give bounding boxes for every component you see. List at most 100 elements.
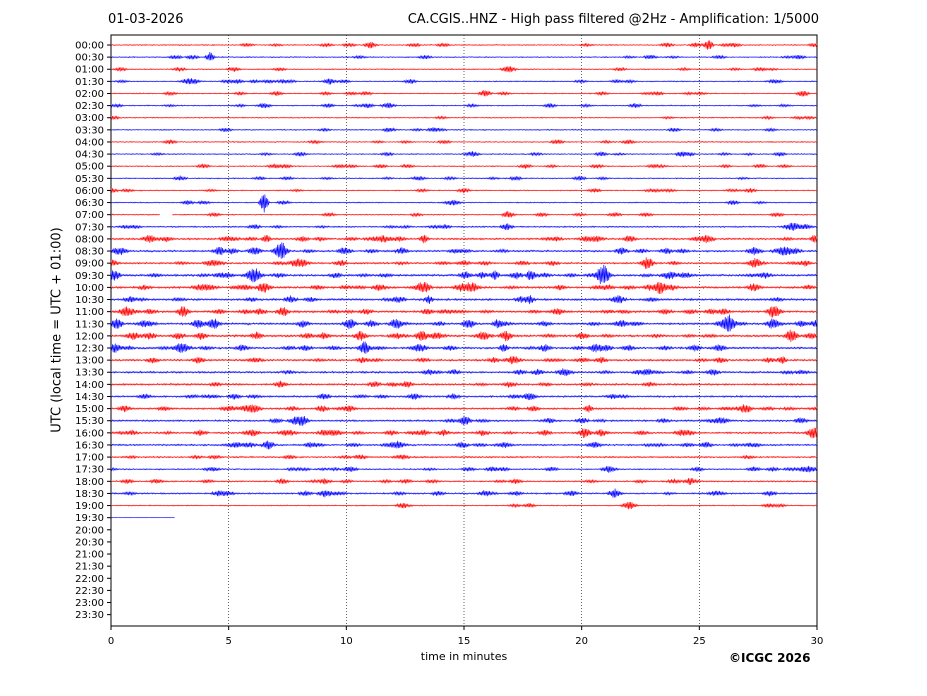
trace-1400 (110, 380, 818, 388)
trace-1500 (110, 404, 818, 413)
x-tick-label: 5 (225, 636, 231, 647)
trace-1800 (110, 477, 818, 485)
y-tick-label: 21:30 (75, 562, 104, 573)
x-axis-label: time in minutes (420, 650, 508, 663)
copyright-label: ©ICGC 2026 (729, 651, 811, 665)
y-tick-label: 15:30 (75, 416, 104, 427)
y-tick-label: 10:00 (75, 283, 104, 294)
trace-1300 (110, 356, 818, 365)
trace-1230 (110, 341, 818, 354)
y-tick-label: 06:00 (75, 186, 104, 197)
trace-1530 (110, 415, 818, 426)
trace-1700 (110, 454, 818, 460)
y-tick-label: 20:00 (75, 525, 104, 536)
y-tick-label: 01:00 (75, 65, 104, 76)
y-tick-label: 18:30 (75, 489, 104, 500)
y-tick-label: 12:30 (75, 344, 104, 355)
date-label: 01-03-2026 (108, 12, 184, 27)
y-tick-label: 08:00 (75, 234, 104, 245)
trace-1830 (110, 488, 818, 498)
trace-0530 (110, 175, 818, 182)
trace-0830 (110, 242, 818, 259)
x-tick-label: 25 (693, 636, 706, 647)
y-tick-label: 06:30 (75, 198, 104, 209)
trace-1630 (110, 440, 818, 450)
x-tick-label: 15 (458, 636, 471, 647)
x-tick-label: 30 (811, 636, 824, 647)
trace-0930 (110, 264, 818, 285)
trace-1430 (110, 393, 818, 401)
trace-0700 (110, 210, 818, 218)
y-tick-label: 20:30 (75, 537, 104, 548)
trace-0330 (110, 127, 818, 133)
trace-1900 (110, 501, 818, 510)
x-tick-label: 0 (108, 636, 114, 647)
y-tick-label: 19:30 (75, 513, 104, 524)
trace-1100 (110, 306, 818, 318)
y-tick-label: 16:00 (75, 428, 104, 439)
y-tick-label: 22:00 (75, 574, 104, 585)
y-tick-label: 02:30 (75, 101, 104, 112)
y-tick-label: 07:00 (75, 210, 104, 221)
trace-0630 (110, 194, 818, 213)
trace-1730 (110, 465, 818, 473)
trace-0230 (110, 102, 818, 109)
y-tick-label: 18:00 (75, 477, 104, 488)
trace-0030 (110, 52, 818, 61)
y-tick-label: 23:30 (75, 610, 104, 621)
y-tick-label: 04:30 (75, 150, 104, 161)
trace-0730 (110, 222, 818, 231)
y-tick-label: 00:00 (75, 41, 104, 52)
trace-0600 (110, 187, 818, 194)
y-tick-label: 17:00 (75, 453, 104, 464)
y-tick-label: 13:00 (75, 356, 104, 367)
y-tick-label: 11:00 (75, 307, 104, 318)
y-tick-label: 22:30 (75, 586, 104, 597)
y-tick-label: 04:00 (75, 137, 104, 148)
chart-title: CA.CGIS..HNZ - High pass filtered @2Hz -… (407, 12, 819, 27)
trace-1030 (110, 295, 818, 305)
plot-frame (110, 34, 818, 627)
trace-0400 (110, 139, 818, 145)
trace-1200 (110, 329, 818, 343)
y-tick-label: 01:30 (75, 77, 104, 88)
y-tick-label: 08:30 (75, 247, 104, 258)
trace-0900 (110, 257, 818, 269)
y-tick-label: 09:30 (75, 271, 104, 282)
y-tick-label: 07:30 (75, 222, 104, 233)
trace-0130 (110, 78, 818, 85)
y-tick-label: 13:30 (75, 368, 104, 379)
y-tick-label: 03:30 (75, 125, 104, 136)
trace-0200 (110, 90, 818, 97)
y-tick-label: 10:30 (75, 295, 104, 306)
y-tick-label: 14:30 (75, 392, 104, 403)
y-tick-label: 12:00 (75, 331, 104, 342)
y-tick-label: 17:30 (75, 465, 104, 476)
y-tick-label: 05:30 (75, 174, 104, 185)
y-tick-label: 15:00 (75, 404, 104, 415)
trace-0000 (110, 40, 818, 50)
y-tick-label: 23:00 (75, 598, 104, 609)
trace-1130 (110, 314, 818, 332)
x-tick-label: 10 (340, 636, 353, 647)
trace-0430 (110, 151, 818, 157)
y-tick-label: 00:30 (75, 53, 104, 64)
y-tick-label: 21:00 (75, 550, 104, 561)
trace-0300 (110, 115, 818, 121)
y-tick-label: 14:00 (75, 380, 104, 391)
x-tick-label: 20 (575, 636, 588, 647)
y-tick-label: 02:00 (75, 89, 104, 100)
trace-1600 (110, 427, 818, 439)
y-tick-label: 16:30 (75, 440, 104, 451)
trace-0100 (110, 66, 818, 73)
y-tick-label: 11:30 (75, 319, 104, 330)
y-tick-label: 09:00 (75, 259, 104, 270)
trace-0500 (110, 163, 818, 169)
y-tick-label: 03:00 (75, 113, 104, 124)
y-tick-label: 19:00 (75, 501, 104, 512)
y-tick-label: 05:00 (75, 162, 104, 173)
trace-1330 (110, 368, 818, 376)
trace-1000 (110, 281, 818, 295)
